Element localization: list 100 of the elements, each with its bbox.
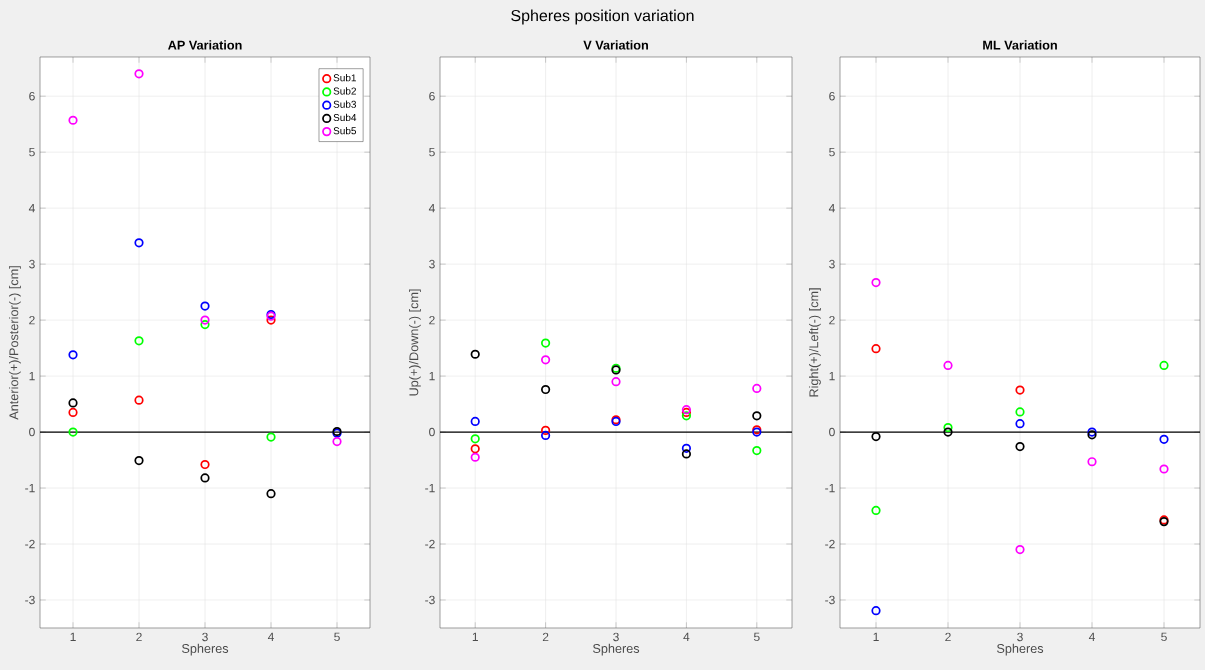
point	[200, 459, 210, 470]
legend-label: Sub1	[333, 74, 356, 82]
y-axis-title: Anterior(+)/Posterior(-) [cm]	[9, 266, 21, 420]
point	[541, 338, 551, 348]
point	[134, 456, 144, 466]
point	[943, 427, 953, 437]
point	[134, 336, 144, 346]
y-tick-label: 0	[829, 427, 835, 437]
y-tick-label: 2	[829, 315, 835, 325]
x-tick-label: 3	[202, 632, 208, 642]
y-tick-label: 3	[429, 259, 435, 269]
point	[541, 384, 551, 395]
point	[1015, 545, 1025, 555]
point	[752, 383, 762, 393]
point	[871, 431, 881, 442]
y-tick-label: -3	[425, 595, 435, 605]
y-tick-label: 5	[29, 147, 35, 157]
y-tick-label: 4	[428, 204, 435, 213]
point	[871, 505, 881, 516]
chart-title: V Variation	[583, 40, 648, 50]
legend-label: Sub5	[333, 127, 357, 135]
point	[1015, 407, 1025, 417]
y-tick-label: 3	[29, 259, 35, 269]
point	[681, 449, 692, 459]
y-tick-label: 6	[429, 91, 435, 101]
point	[68, 350, 78, 360]
point	[470, 444, 480, 454]
point	[1015, 419, 1025, 429]
x-tick-label: 4	[267, 632, 274, 641]
x-tick-label: 2	[542, 632, 549, 642]
point	[1087, 457, 1097, 467]
y-tick-label: 2	[29, 315, 35, 325]
x-tick-label: 2	[136, 632, 142, 642]
point	[681, 443, 692, 453]
point	[332, 436, 342, 447]
point	[1159, 464, 1169, 474]
point	[871, 606, 881, 616]
point	[200, 319, 210, 330]
point	[134, 395, 144, 405]
x-tick-label: 4	[1088, 632, 1095, 641]
point	[541, 355, 551, 365]
x-tick-label: 3	[613, 632, 619, 642]
point	[68, 115, 78, 125]
point	[470, 452, 480, 462]
point	[134, 69, 144, 79]
x-tick-label: 3	[1017, 632, 1023, 642]
point	[943, 422, 953, 433]
y-tick-label: 5	[829, 147, 835, 157]
point	[871, 344, 881, 354]
y-tick-label: 4	[828, 204, 835, 213]
point	[752, 411, 762, 421]
x-axis-title: Spheres	[593, 643, 640, 656]
x-tick-label: 4	[683, 632, 690, 641]
y-tick-label: -2	[425, 539, 435, 549]
x-tick-label: 5	[334, 632, 340, 642]
y-tick-label: 6	[829, 91, 835, 101]
chart-title: ML Variation	[983, 40, 1057, 50]
point	[200, 315, 210, 325]
legend-label: Sub3	[333, 100, 357, 108]
point	[266, 315, 276, 325]
point	[1015, 442, 1025, 452]
point	[470, 349, 480, 359]
y-tick-label: -3	[825, 595, 835, 605]
point	[1159, 434, 1169, 444]
y-tick-label: 3	[829, 259, 835, 269]
point	[611, 377, 621, 387]
point	[470, 434, 480, 444]
x-tick-label: 5	[1161, 632, 1167, 642]
y-tick-label: 6	[29, 91, 35, 101]
point	[1159, 360, 1169, 371]
point	[266, 489, 276, 499]
x-tick-label: 1	[873, 632, 879, 641]
y-tick-label: 4	[28, 204, 35, 213]
point	[541, 425, 551, 435]
y-tick-label: -2	[25, 539, 35, 549]
y-tick-label: -1	[25, 483, 35, 493]
point	[68, 427, 78, 437]
point	[752, 445, 762, 456]
y-tick-label: -1	[825, 483, 835, 493]
point	[943, 360, 953, 371]
text: Spheres position variation	[511, 9, 694, 25]
legend-label: Sub4	[333, 113, 357, 122]
point	[68, 407, 78, 418]
point	[470, 416, 480, 427]
point	[871, 277, 881, 288]
x-tick-label: 1	[472, 632, 478, 641]
point	[681, 411, 692, 421]
x-axis-title: Spheres	[997, 643, 1044, 656]
point	[541, 430, 551, 441]
x-tick-label: 2	[945, 632, 951, 642]
x-axis-title: Spheres	[182, 643, 229, 656]
y-tick-label: 1	[29, 371, 35, 381]
chart-title: AP Variation	[168, 40, 242, 50]
y-tick-label: -2	[825, 539, 835, 549]
point	[266, 432, 276, 442]
y-tick-label: 5	[429, 147, 435, 157]
y-tick-label: -3	[25, 595, 35, 605]
y-tick-label: -1	[425, 483, 435, 493]
point	[134, 238, 144, 248]
point	[200, 473, 210, 483]
